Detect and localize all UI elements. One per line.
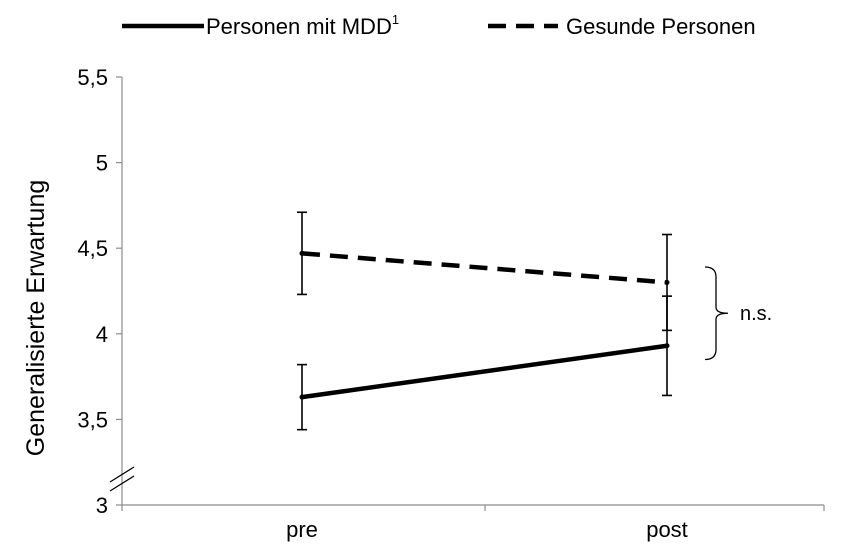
y-ticks: 3 3,5 4 4,5 5 5,5 — [77, 65, 122, 518]
data-point — [299, 250, 305, 256]
significance-label: n.s. — [740, 303, 772, 325]
series-line-healthy — [301, 251, 668, 285]
data-point — [664, 279, 670, 285]
y-tick-label: 4,5 — [77, 236, 108, 261]
y-tick-label: 3,5 — [77, 407, 108, 432]
y-tick-label: 4 — [96, 322, 108, 347]
legend-label-healthy: Gesunde Personen — [566, 14, 756, 39]
legend-item-healthy: Gesunde Personen — [488, 14, 756, 39]
y-tick-label: 3 — [96, 493, 108, 518]
data-point — [299, 394, 305, 400]
y-axis-label: Generalisierte Erwartung — [22, 180, 50, 457]
axis-break-mark — [109, 466, 135, 483]
data-point — [664, 343, 670, 349]
series-layer — [297, 211, 672, 431]
x-tick-label-post: post — [646, 517, 688, 542]
significance-annotation: n.s. — [704, 266, 772, 361]
significance-bracket — [704, 266, 729, 361]
series-line-mdd — [301, 343, 668, 400]
axis-break-mark — [109, 475, 135, 492]
x-tick-label-pre: pre — [286, 517, 318, 542]
axis-break-marks — [109, 466, 135, 492]
legend-superscript: 1 — [392, 12, 399, 27]
y-tick-label: 5,5 — [77, 65, 108, 90]
legend: Personen mit MDD1 Gesunde Personen — [122, 12, 756, 39]
legend-label-mdd: Personen mit MDD1 — [206, 12, 399, 39]
legend-item-mdd: Personen mit MDD1 — [122, 12, 399, 39]
y-tick-label: 5 — [96, 151, 108, 176]
